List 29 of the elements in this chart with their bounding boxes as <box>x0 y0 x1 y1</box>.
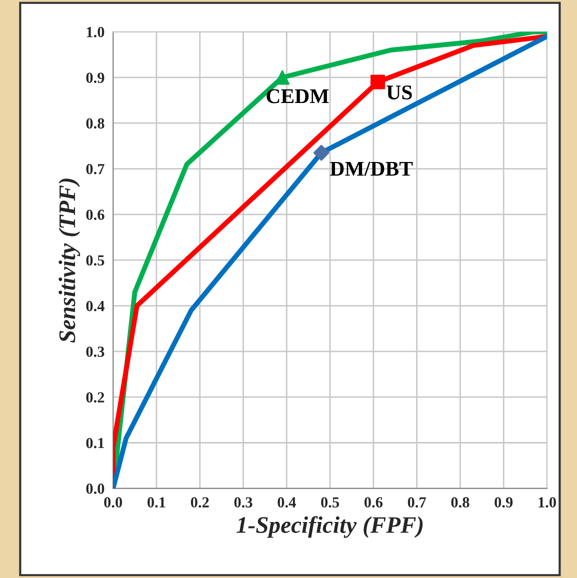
x-tick-label: 0.0 <box>104 497 122 508</box>
x-tick-label: 0.2 <box>190 497 209 508</box>
y-tick-label: 0.1 <box>86 438 104 448</box>
point <box>370 74 386 90</box>
x-tick-label: 0.9 <box>494 497 513 508</box>
y-tick-label: 0.4 <box>86 300 104 312</box>
x-tick-label: 0.1 <box>148 497 166 508</box>
y-tick-label: 0.5 <box>86 255 104 266</box>
x-tick-label: 0.7 <box>408 497 426 508</box>
series-label: DM/DBT <box>330 162 413 176</box>
y-tick-label: 0.9 <box>86 72 104 83</box>
series-label: US <box>386 85 412 100</box>
y-tick-label: 0.7 <box>86 164 104 174</box>
y-tick-label: 0.6 <box>86 210 104 220</box>
x-tick-label: 0.6 <box>364 497 383 508</box>
x-axis-title: 1-Specificity (FPF) <box>236 516 423 538</box>
x-tick-label: 0.8 <box>451 497 470 508</box>
x-tick-label: 0.4 <box>278 497 296 508</box>
y-tick-label: 1.0 <box>86 26 104 38</box>
y-tick-label: 0.0 <box>86 484 104 494</box>
point <box>313 144 330 161</box>
y-tick-label: 0.3 <box>86 346 104 357</box>
y-axis-title: Sensitivity (TPF) <box>58 178 80 343</box>
series-label: CEDM <box>266 89 329 104</box>
x-tick-label: 1.0 <box>538 497 556 508</box>
x-tick-label: 0.5 <box>321 497 340 508</box>
y-tick-label: 0.8 <box>86 118 104 129</box>
y-tick-label: 0.2 <box>86 392 104 403</box>
x-tick-label: 0.3 <box>234 497 252 508</box>
